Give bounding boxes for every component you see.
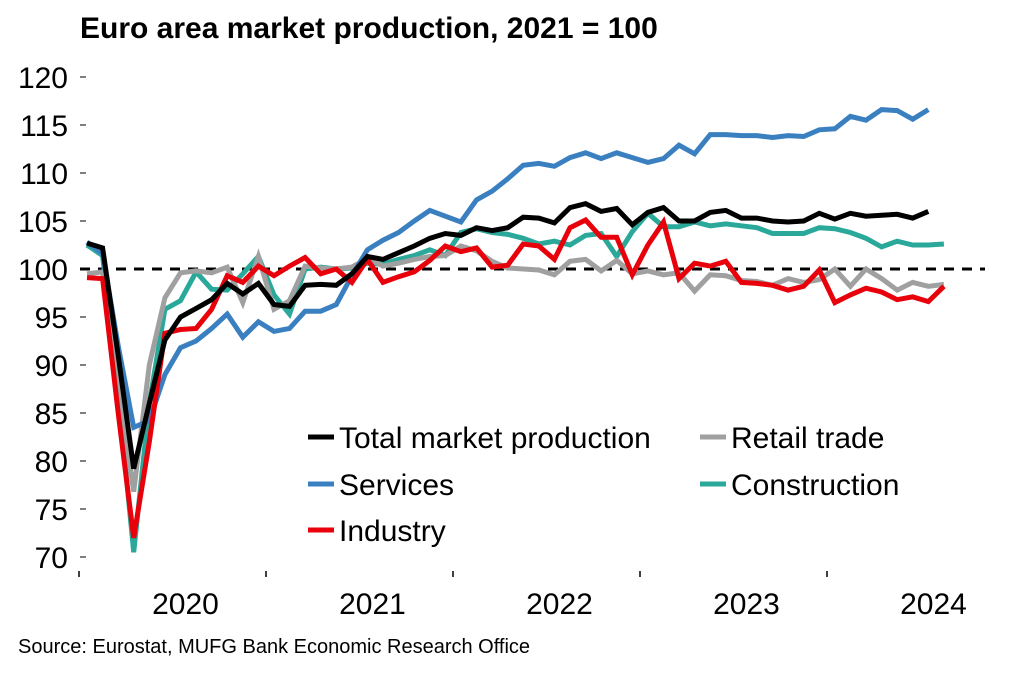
y-tick-label: 95 bbox=[35, 302, 68, 335]
y-tick-label: 105 bbox=[18, 206, 68, 239]
x-tick-label: 2023 bbox=[713, 588, 780, 621]
legend-item: Services bbox=[308, 469, 454, 502]
y-tick-label: 90 bbox=[35, 350, 68, 383]
legend-label: Services bbox=[339, 469, 454, 502]
series-line-industry bbox=[86, 216, 946, 539]
legend-label: Industry bbox=[339, 515, 446, 548]
x-tick-label: 2021 bbox=[339, 588, 406, 621]
source-note: Source: Eurostat, MUFG Bank Economic Res… bbox=[18, 636, 531, 658]
x-tick-label: 2024 bbox=[900, 588, 967, 621]
y-tick-label: 75 bbox=[35, 494, 68, 527]
series-layer bbox=[85, 107, 946, 553]
legend-label: Construction bbox=[731, 469, 899, 502]
y-tick-label: 85 bbox=[35, 398, 68, 431]
legend-item: Total market production bbox=[308, 422, 651, 455]
y-tick-label: 100 bbox=[18, 254, 68, 287]
y-tick-label: 115 bbox=[20, 110, 68, 143]
y-tick-label: 110 bbox=[20, 158, 68, 191]
series-line-services bbox=[85, 107, 930, 431]
x-tick-label: 2020 bbox=[152, 588, 219, 621]
legend-item: Industry bbox=[308, 515, 446, 548]
legend-item: Retail trade bbox=[700, 422, 884, 455]
legend-item: Construction bbox=[700, 469, 899, 502]
y-axis: 70 75 80 85 90 95 100 105 110 115 120 bbox=[18, 62, 86, 575]
y-tick-label: 120 bbox=[18, 62, 68, 95]
legend-label: Retail trade bbox=[731, 422, 884, 455]
y-tick-label: 80 bbox=[35, 446, 68, 479]
y-tick-label: 70 bbox=[35, 542, 68, 575]
x-tick-label: 2022 bbox=[526, 588, 593, 621]
legend-label: Total market production bbox=[339, 422, 651, 455]
legend: Total market production Retail trade Servi… bbox=[308, 422, 899, 548]
series-line-retail-trade bbox=[86, 243, 945, 493]
series-line-total-market-production bbox=[86, 201, 930, 470]
x-axis: 2020 2021 2022 2023 2024 bbox=[78, 571, 967, 621]
chart-title: Euro area market production, 2021 = 100 bbox=[80, 12, 658, 45]
